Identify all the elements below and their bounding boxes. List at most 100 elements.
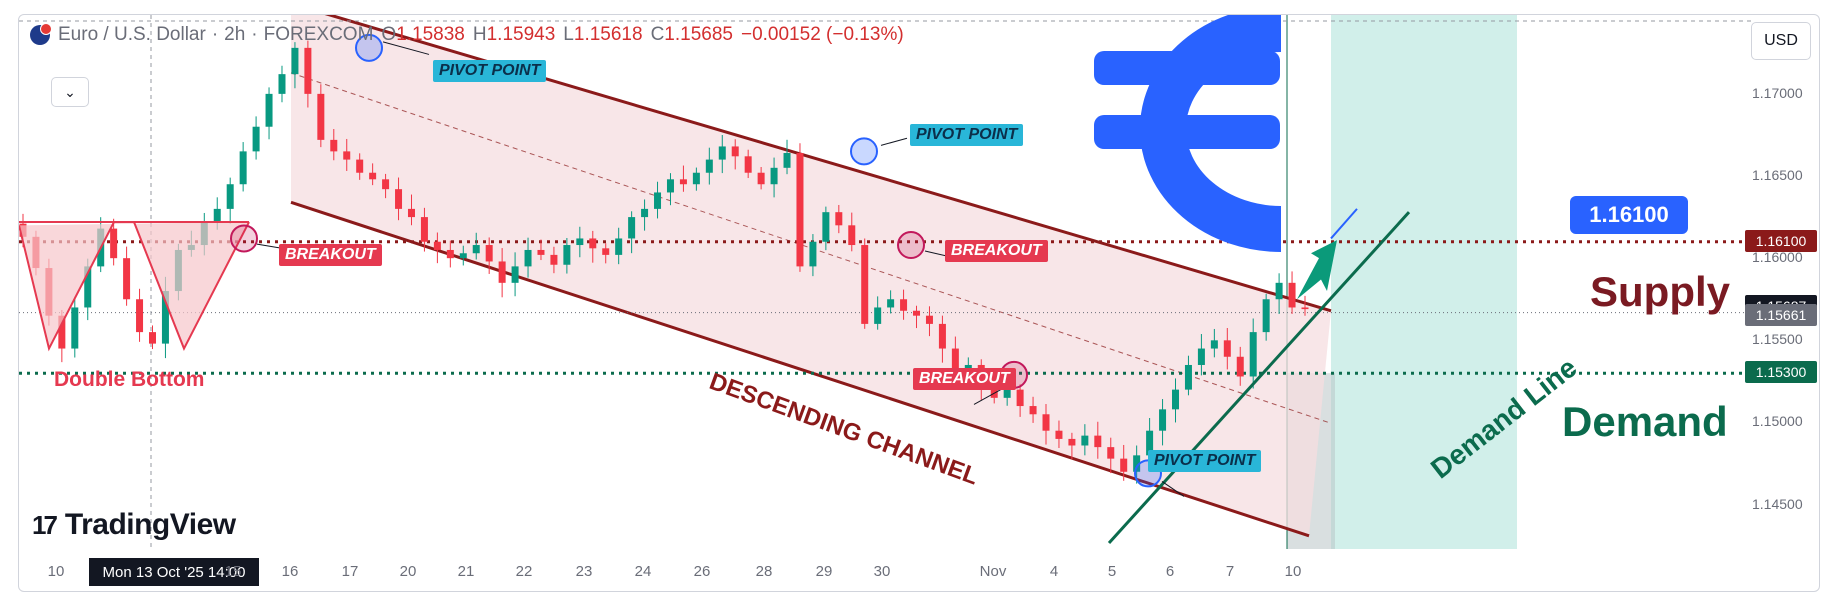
euro-symbol-bar-top [1094, 51, 1280, 85]
zones-layer [1286, 15, 1517, 549]
price-axis-tick: 1.15500 [1752, 331, 1803, 348]
candle-body [446, 249, 454, 259]
candle-body [459, 253, 467, 259]
target-price-label: 1.16100 [1570, 196, 1688, 234]
time-axis-tick: 22 [515, 563, 533, 580]
candle-body [252, 126, 260, 152]
candle-body [382, 179, 390, 190]
candle-body [1146, 430, 1154, 456]
candle-body [887, 299, 895, 308]
currency-button[interactable]: USD [1751, 22, 1811, 60]
candle-body [1249, 332, 1257, 377]
candle-body [110, 228, 118, 259]
symbol-legend[interactable]: Euro / U.S. Dollar · 2h · FOREXCOM O 1.15… [30, 23, 904, 46]
candle-body [1042, 414, 1050, 431]
breakout-circle [897, 231, 925, 260]
candle-body [472, 245, 480, 254]
candle-body [407, 208, 415, 218]
time-axis-tick: 28 [755, 563, 773, 580]
candle-body [563, 245, 571, 265]
candle-body [731, 146, 739, 157]
symbol-pair: Euro / U.S. Dollar [58, 24, 206, 45]
candle-body [589, 238, 597, 249]
candle-body [317, 93, 325, 140]
demand-trendline [1107, 211, 1411, 545]
legend-separator: · [251, 24, 258, 45]
candle-body [938, 323, 946, 349]
candle-body [1003, 389, 1011, 398]
time-axis-tick: 17 [341, 563, 359, 580]
candle-body [550, 254, 558, 265]
candle-body [343, 151, 351, 160]
candle-body [304, 47, 312, 94]
time-axis-tick: 5 [1107, 563, 1117, 580]
candle-body [1159, 409, 1167, 431]
candle-body [1016, 389, 1024, 407]
candle-body [161, 291, 169, 344]
candle-body [524, 249, 532, 267]
candle-body [123, 258, 131, 300]
candle-body [420, 217, 428, 242]
close-label: C [650, 24, 665, 45]
time-axis-tick: 30 [873, 563, 891, 580]
legend-separator: · [211, 24, 219, 45]
candle-body [1288, 282, 1296, 308]
time-axis-tick: 10 [1284, 563, 1302, 580]
pivot-circle [355, 33, 383, 62]
candle-body [666, 179, 674, 193]
price-change: −0.00152 (−0.13%) [740, 24, 904, 45]
candle-body [1210, 340, 1218, 349]
pivot-circle [850, 137, 878, 166]
candle-body [615, 238, 623, 255]
candle-body [239, 151, 247, 185]
price-chip-supply-level: 1.16100 [1745, 229, 1817, 252]
candle-body [58, 315, 66, 349]
annotation-leader [1161, 481, 1185, 497]
double-bottom-label: Double Bottom [54, 368, 205, 391]
candle-body [874, 307, 882, 324]
candle-body [822, 212, 830, 242]
collapse-legend-button[interactable]: ⌄ [51, 77, 89, 107]
overlay-layer [19, 15, 1411, 545]
pivot-point-tag: PIVOT POINT [1148, 450, 1262, 472]
double-bottom-fill [19, 222, 249, 349]
target-arrow [1297, 240, 1337, 300]
price-axis-tick: 1.14500 [1752, 495, 1803, 512]
candle-body [744, 156, 752, 173]
candle-body [291, 47, 299, 75]
euro-symbol-bar-bottom [1094, 115, 1280, 149]
levels-layer [19, 15, 1771, 549]
price-axis-tick: 1.16500 [1752, 167, 1803, 184]
candle-body [1301, 307, 1309, 310]
candle-body [1029, 406, 1037, 415]
crosshair-date: Mon 13 Oct '25 14:00 [89, 558, 259, 586]
candle-body [1236, 356, 1244, 377]
candle-body [369, 172, 377, 180]
candle-body [485, 245, 493, 262]
annotation-leader [382, 41, 430, 55]
candle-body [330, 139, 338, 152]
candle-body [848, 225, 856, 246]
candle-body [1172, 389, 1180, 410]
time-axis-tick: 15 [224, 563, 242, 580]
candle-body [433, 241, 441, 250]
channel-upper-line [324, 15, 1332, 313]
demand-zone [1331, 15, 1517, 549]
candle-body [1107, 447, 1115, 459]
time-axis-tick: 23 [575, 563, 593, 580]
channel-fill [291, 15, 1331, 536]
candle-body [84, 266, 92, 308]
chart-panel[interactable]: ⌄ [18, 14, 1820, 592]
close-value: 1.15685 [664, 24, 733, 45]
candle-body [757, 172, 765, 185]
price-chart[interactable] [19, 15, 1819, 591]
annotation-leader [880, 137, 908, 146]
candle-body [692, 172, 700, 185]
tradingview-logo: 17 TradingView [32, 508, 236, 542]
candle-body [990, 386, 998, 398]
candle-body [796, 153, 804, 267]
breakout-tag: BREAKOUT [913, 368, 1016, 390]
candle-body [602, 248, 610, 255]
tradingview-logo-text: TradingView [64, 508, 236, 541]
candle-body [511, 266, 519, 283]
